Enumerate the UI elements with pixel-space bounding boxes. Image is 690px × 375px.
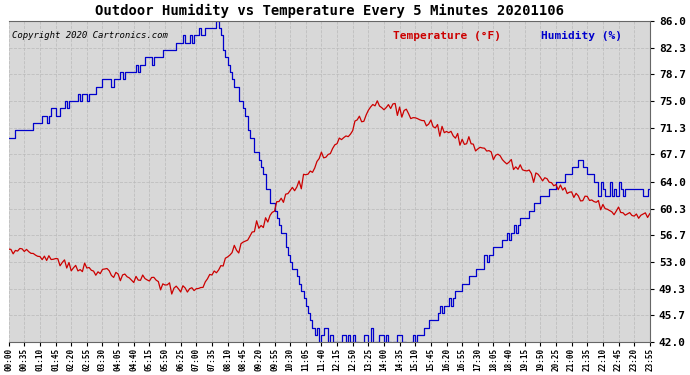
Text: Copyright 2020 Cartronics.com: Copyright 2020 Cartronics.com (12, 30, 168, 39)
Title: Outdoor Humidity vs Temperature Every 5 Minutes 20201106: Outdoor Humidity vs Temperature Every 5 … (95, 4, 564, 18)
Text: Humidity (%): Humidity (%) (541, 30, 622, 40)
Text: Temperature (°F): Temperature (°F) (393, 30, 502, 40)
